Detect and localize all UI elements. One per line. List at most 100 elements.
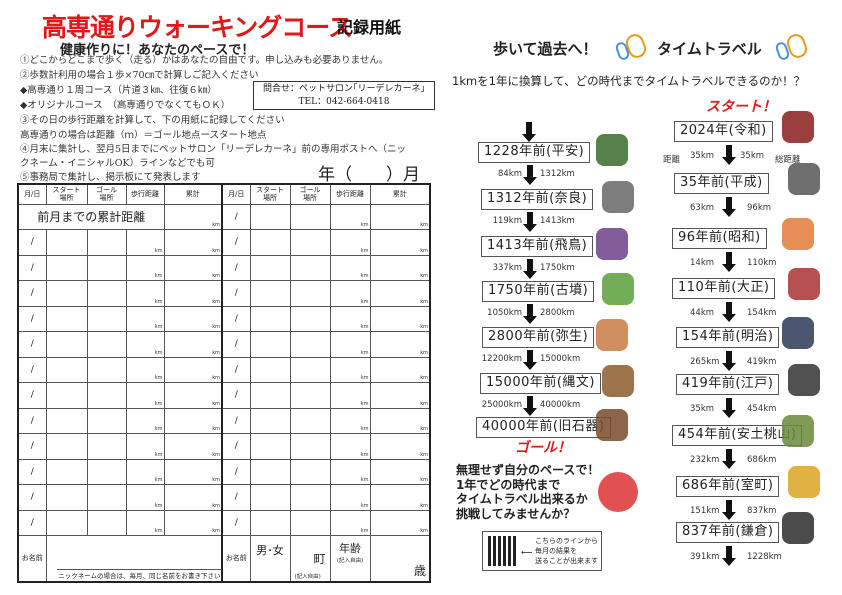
log-cell[interactable] xyxy=(249,382,291,409)
log-cell[interactable]: / xyxy=(17,484,47,511)
log-cell[interactable]: / xyxy=(221,433,251,460)
log-cell[interactable]: / xyxy=(17,331,47,358)
log-cell[interactable]: km xyxy=(369,509,431,536)
log-cell[interactable] xyxy=(249,356,291,383)
log-cell[interactable] xyxy=(289,356,331,383)
log-cell[interactable]: km xyxy=(329,254,371,281)
log-cell[interactable] xyxy=(249,509,291,536)
log-cell[interactable]: km xyxy=(369,356,431,383)
log-cell[interactable]: km xyxy=(329,458,371,485)
log-cell[interactable]: km xyxy=(329,331,371,358)
log-cell[interactable] xyxy=(45,356,88,383)
log-cell[interactable] xyxy=(45,509,88,536)
log-cell[interactable]: / xyxy=(221,305,251,332)
log-cell[interactable]: km xyxy=(369,407,431,434)
log-cell[interactable] xyxy=(249,254,291,281)
log-cell[interactable]: km xyxy=(163,382,223,409)
log-cell[interactable]: / xyxy=(221,356,251,383)
log-cell[interactable]: / xyxy=(221,331,251,358)
log-cell[interactable]: km xyxy=(125,382,165,409)
log-cell[interactable]: km xyxy=(369,280,431,307)
log-cell[interactable]: km xyxy=(163,509,223,536)
log-cell[interactable] xyxy=(289,509,331,536)
log-cell[interactable]: / xyxy=(17,382,47,409)
log-cell[interactable]: km xyxy=(163,356,223,383)
log-cell[interactable]: km xyxy=(369,203,431,230)
log-cell[interactable]: km xyxy=(163,331,223,358)
log-cell[interactable]: / xyxy=(17,356,47,383)
log-cell[interactable] xyxy=(45,458,88,485)
log-cell[interactable]: / xyxy=(221,254,251,281)
log-cell[interactable]: km xyxy=(329,280,371,307)
log-cell[interactable]: / xyxy=(17,458,47,485)
log-cell[interactable]: km xyxy=(369,484,431,511)
log-cell[interactable]: km xyxy=(125,280,165,307)
log-cell[interactable]: km xyxy=(163,407,223,434)
log-cell[interactable] xyxy=(86,433,127,460)
log-cell[interactable]: km xyxy=(329,356,371,383)
log-cell[interactable] xyxy=(86,254,127,281)
log-cell[interactable] xyxy=(249,458,291,485)
log-cell[interactable]: / xyxy=(17,407,47,434)
log-cell[interactable]: / xyxy=(17,305,47,332)
log-cell[interactable]: km xyxy=(369,331,431,358)
log-cell[interactable] xyxy=(45,407,88,434)
log-cell[interactable]: / xyxy=(221,484,251,511)
log-cell[interactable] xyxy=(289,305,331,332)
log-cell[interactable] xyxy=(86,280,127,307)
log-cell[interactable]: km xyxy=(369,382,431,409)
log-cell[interactable]: km xyxy=(125,331,165,358)
log-cell[interactable]: km xyxy=(369,254,431,281)
log-cell[interactable] xyxy=(289,484,331,511)
log-cell[interactable] xyxy=(45,331,88,358)
log-cell[interactable] xyxy=(86,356,127,383)
log-cell[interactable]: km xyxy=(329,484,371,511)
log-cell[interactable] xyxy=(249,331,291,358)
log-cell[interactable]: km xyxy=(125,433,165,460)
log-cell[interactable] xyxy=(289,433,331,460)
log-cell[interactable] xyxy=(45,254,88,281)
log-cell[interactable] xyxy=(45,229,88,256)
log-cell[interactable]: km xyxy=(163,484,223,511)
log-cell[interactable]: km xyxy=(163,458,223,485)
log-cell[interactable] xyxy=(289,254,331,281)
log-cell[interactable]: / xyxy=(221,382,251,409)
gender-select[interactable]: 男･女 xyxy=(249,535,291,582)
line-qr-box[interactable]: ⟵ こちらのラインから 毎月の結果を 送ることが出来ます xyxy=(482,531,602,571)
log-cell[interactable]: km xyxy=(369,305,431,332)
log-cell[interactable]: km xyxy=(329,509,371,536)
log-cell[interactable] xyxy=(45,280,88,307)
log-cell[interactable] xyxy=(86,509,127,536)
log-cell[interactable] xyxy=(289,203,331,230)
log-cell[interactable]: / xyxy=(221,280,251,307)
log-cell[interactable] xyxy=(289,280,331,307)
qr-code-icon[interactable] xyxy=(488,536,518,566)
log-cell[interactable]: km xyxy=(163,305,223,332)
log-cell[interactable] xyxy=(86,229,127,256)
log-cell[interactable]: km xyxy=(329,305,371,332)
log-cell[interactable]: / xyxy=(17,254,47,281)
log-cell[interactable] xyxy=(86,407,127,434)
log-cell[interactable]: km xyxy=(329,203,371,230)
year-month-field[interactable]: 年（ ）月 xyxy=(318,165,420,185)
log-cell[interactable]: km xyxy=(369,229,431,256)
log-cell[interactable]: km xyxy=(163,254,223,281)
log-cell[interactable] xyxy=(289,382,331,409)
log-cell[interactable] xyxy=(289,331,331,358)
log-cell[interactable]: / xyxy=(221,407,251,434)
log-cell[interactable] xyxy=(249,229,291,256)
log-cell[interactable] xyxy=(86,305,127,332)
log-cell[interactable] xyxy=(249,433,291,460)
log-cell[interactable]: km xyxy=(329,433,371,460)
log-cell[interactable] xyxy=(86,331,127,358)
log-cell[interactable]: / xyxy=(17,280,47,307)
log-cell[interactable]: km xyxy=(163,433,223,460)
log-cell[interactable]: km xyxy=(125,356,165,383)
log-cell[interactable]: km xyxy=(329,382,371,409)
log-cell[interactable]: km xyxy=(163,280,223,307)
log-cell[interactable] xyxy=(249,203,291,230)
log-cell[interactable]: / xyxy=(221,229,251,256)
log-cell[interactable]: km xyxy=(369,433,431,460)
log-cell[interactable] xyxy=(86,458,127,485)
log-cell[interactable]: km xyxy=(163,229,223,256)
